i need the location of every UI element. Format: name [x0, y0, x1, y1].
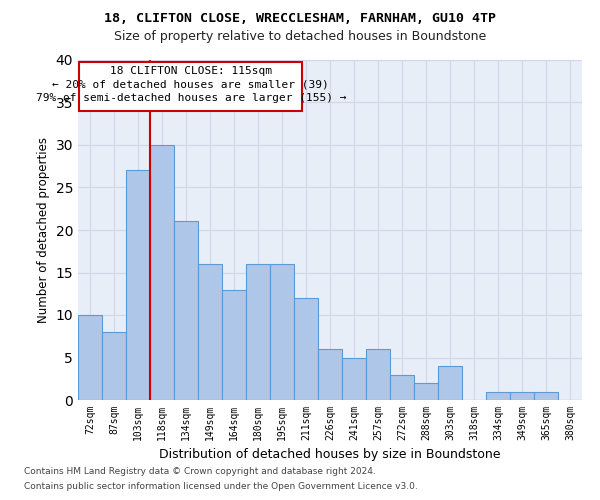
- FancyBboxPatch shape: [79, 62, 302, 111]
- Bar: [222, 290, 246, 400]
- Bar: [486, 392, 510, 400]
- Bar: [438, 366, 462, 400]
- X-axis label: Distribution of detached houses by size in Boundstone: Distribution of detached houses by size …: [159, 448, 501, 462]
- Bar: [150, 145, 174, 400]
- Bar: [102, 332, 126, 400]
- Bar: [318, 349, 342, 400]
- Text: 79% of semi-detached houses are larger (155) →: 79% of semi-detached houses are larger (…: [35, 93, 346, 103]
- Text: 18, CLIFTON CLOSE, WRECCLESHAM, FARNHAM, GU10 4TP: 18, CLIFTON CLOSE, WRECCLESHAM, FARNHAM,…: [104, 12, 496, 26]
- Bar: [198, 264, 222, 400]
- Text: Contains public sector information licensed under the Open Government Licence v3: Contains public sector information licen…: [24, 482, 418, 491]
- Bar: [126, 170, 150, 400]
- Text: 18 CLIFTON CLOSE: 115sqm: 18 CLIFTON CLOSE: 115sqm: [110, 66, 272, 76]
- Bar: [294, 298, 318, 400]
- Y-axis label: Number of detached properties: Number of detached properties: [37, 137, 50, 323]
- Bar: [246, 264, 270, 400]
- Text: ← 20% of detached houses are smaller (39): ← 20% of detached houses are smaller (39…: [52, 80, 329, 90]
- Bar: [366, 349, 390, 400]
- Bar: [342, 358, 366, 400]
- Bar: [174, 222, 198, 400]
- Bar: [270, 264, 294, 400]
- Text: Size of property relative to detached houses in Boundstone: Size of property relative to detached ho…: [114, 30, 486, 43]
- Bar: [510, 392, 534, 400]
- Bar: [414, 383, 438, 400]
- Bar: [534, 392, 558, 400]
- Bar: [390, 374, 414, 400]
- Text: Contains HM Land Registry data © Crown copyright and database right 2024.: Contains HM Land Registry data © Crown c…: [24, 467, 376, 476]
- Bar: [78, 315, 102, 400]
